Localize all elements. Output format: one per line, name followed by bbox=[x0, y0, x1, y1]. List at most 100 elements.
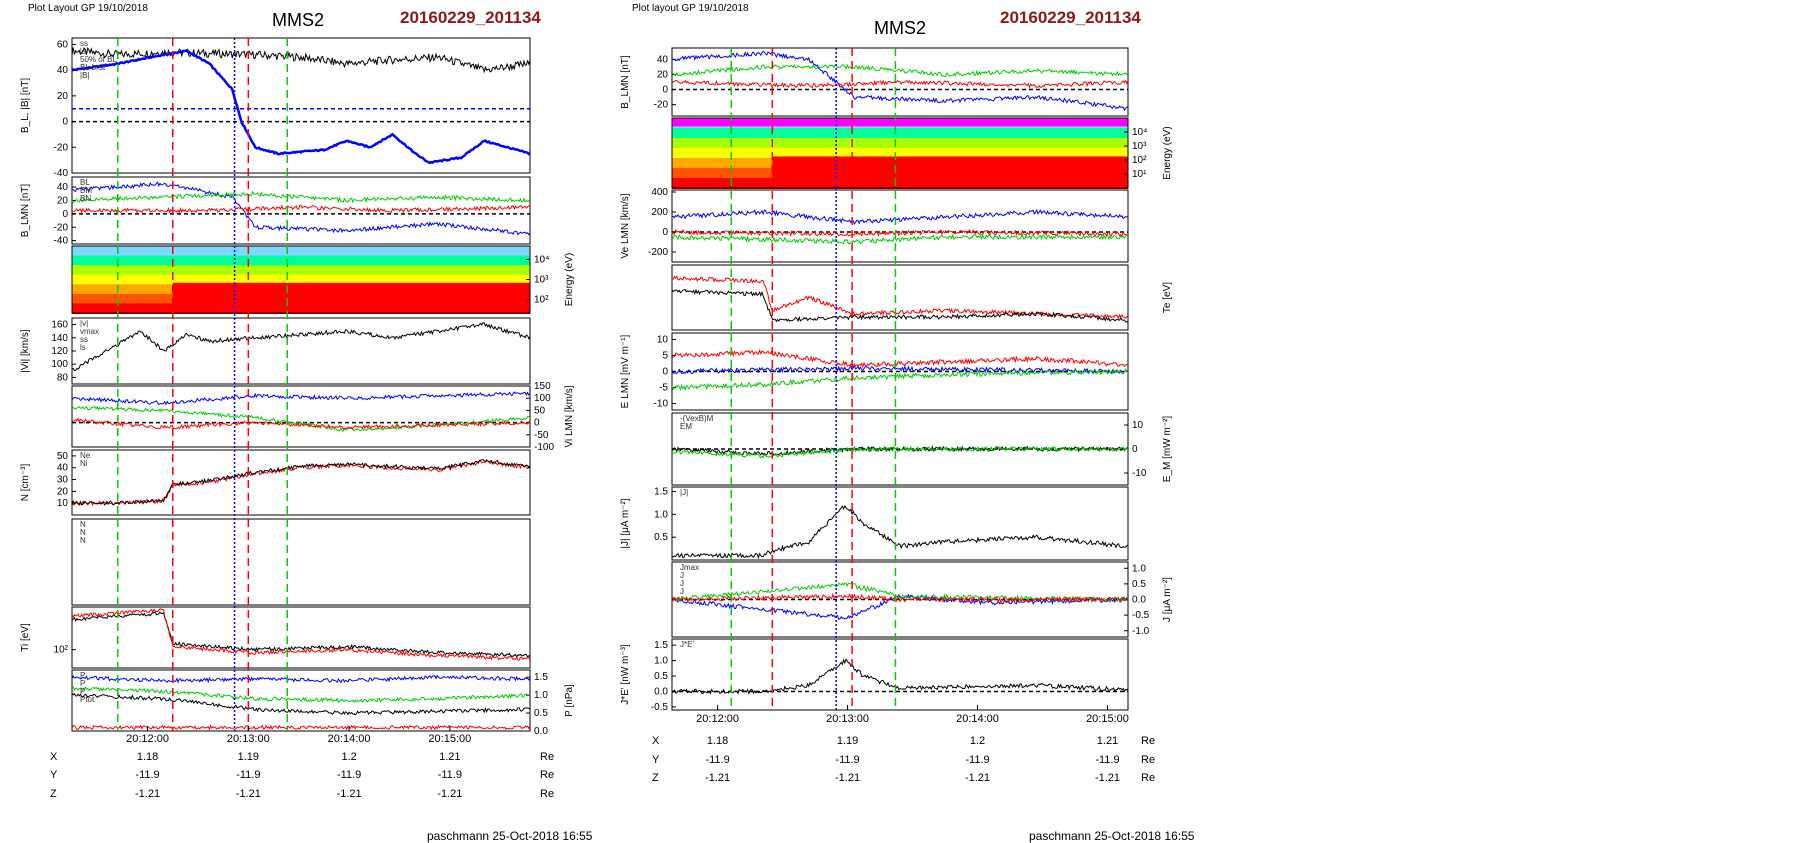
legend-entry: P bbox=[80, 679, 85, 688]
y-tick-label: 0.0 bbox=[534, 726, 548, 737]
legend-entry: BL bbox=[80, 178, 90, 187]
panel-traces bbox=[72, 674, 530, 731]
y-tick-label: -5 bbox=[659, 383, 668, 394]
y-tick-label: 0.5 bbox=[654, 671, 668, 682]
y-tick-label: 20 bbox=[57, 486, 69, 497]
y-tick-label: 10¹ bbox=[1132, 169, 1147, 180]
y-tick-label: 1.5 bbox=[654, 640, 668, 651]
legend-entry: |B| bbox=[80, 71, 90, 80]
y-tick-label: -20 bbox=[654, 100, 669, 111]
panel-traces bbox=[672, 504, 1128, 560]
panel-frame bbox=[71, 606, 531, 669]
panel-traces bbox=[672, 348, 1128, 392]
panel-traces bbox=[72, 181, 530, 236]
coord-value: -11.9 bbox=[236, 769, 260, 781]
y-tick-label: 10⁴ bbox=[534, 254, 549, 265]
legend-entry: -(VexB)M bbox=[680, 414, 714, 423]
panel-te: Te [eV] bbox=[671, 264, 1173, 331]
legend-entry: J bbox=[680, 587, 684, 596]
y-tick-label: 30 bbox=[57, 475, 69, 486]
panel-frame bbox=[671, 189, 1129, 263]
coord-value: 1.18 bbox=[707, 735, 728, 747]
coord-value: -11.9 bbox=[135, 769, 159, 781]
spectrogram-band bbox=[72, 274, 530, 286]
y-tick-label: 10² bbox=[1132, 155, 1147, 166]
spectrogram-band bbox=[72, 246, 530, 257]
series-bl-line bbox=[672, 50, 1128, 112]
spectrogram-band bbox=[72, 255, 530, 267]
panel-traces bbox=[672, 50, 1128, 112]
legend-entry: ss bbox=[80, 335, 88, 344]
y-tick-label: 0 bbox=[1132, 444, 1138, 455]
y-tick-label: 20 bbox=[657, 69, 669, 80]
spectrogram-hot-region bbox=[772, 156, 1128, 185]
panel-traces bbox=[672, 582, 1128, 621]
legend-entry: BL brst bbox=[80, 63, 106, 72]
spacecraft-title-left: MMS2 bbox=[272, 10, 325, 30]
y-tick-label: -40 bbox=[54, 236, 69, 247]
series-jl-line bbox=[672, 593, 1128, 621]
legend-entry: |v| bbox=[80, 319, 88, 328]
series-vn-line bbox=[72, 417, 530, 430]
series-bl-line bbox=[72, 181, 530, 236]
y-tick-label: 10³ bbox=[534, 275, 549, 286]
legend-entry: ls bbox=[80, 47, 86, 56]
coord-unit: Re bbox=[540, 788, 554, 800]
legend-entry: P bbox=[80, 671, 85, 680]
series-ptot-line bbox=[72, 674, 530, 684]
series-bm-line bbox=[672, 63, 1128, 77]
y-tick-label: -20 bbox=[54, 142, 69, 153]
coord-value: -1.21 bbox=[236, 788, 261, 800]
panel-frame bbox=[671, 47, 1129, 117]
y-tick-label: -20 bbox=[54, 222, 69, 233]
panel-e: E LMN [mV m⁻¹] 10 5 0 -5 -10 bbox=[620, 332, 1129, 411]
series-j-line bbox=[672, 504, 1128, 560]
time-tick-label: 20:14:00 bbox=[956, 713, 999, 725]
legend-entry: ss bbox=[80, 39, 88, 48]
coord-value: -11.9 bbox=[705, 754, 729, 766]
y-tick-label: 20 bbox=[57, 91, 69, 102]
y-tick-label: 50 bbox=[57, 451, 69, 462]
legend-entry: J bbox=[680, 579, 684, 588]
y-tick-label: -10 bbox=[654, 399, 669, 410]
series-el-line bbox=[672, 348, 1128, 369]
y-tick-label: -10 bbox=[1132, 468, 1147, 479]
y-tick-label: 1.5 bbox=[534, 672, 548, 683]
panel-frame bbox=[671, 486, 1129, 561]
y-tick-label: 10⁴ bbox=[1132, 127, 1147, 138]
y-tick-label: 1.0 bbox=[1132, 563, 1146, 574]
panel-ylabel: N [cm⁻³] bbox=[20, 464, 31, 502]
series-pe-line bbox=[72, 692, 530, 716]
coord-value: -1.21 bbox=[965, 772, 990, 784]
coord-value: 1.21 bbox=[439, 751, 460, 763]
panel-ylabel: E LMN [mV m⁻¹] bbox=[620, 334, 631, 408]
y-tick-label: 80 bbox=[57, 372, 69, 383]
panel-ylabel: B_L, |B| [nT] bbox=[20, 78, 31, 133]
series-vl-line bbox=[672, 208, 1128, 226]
panel-ylabel: |J| [μA m⁻²] bbox=[620, 498, 631, 548]
panel-frame bbox=[71, 518, 531, 606]
coord-value: 1.2 bbox=[970, 735, 985, 747]
y-tick-label: 0.5 bbox=[654, 532, 668, 543]
series-bn-line bbox=[72, 204, 530, 214]
y-tick-label: 10 bbox=[657, 334, 669, 345]
coord-unit: Re bbox=[1141, 754, 1155, 766]
y-tick-label: 40 bbox=[657, 54, 669, 65]
y-tick-label: 0 bbox=[62, 209, 68, 220]
coord-value: 1.18 bbox=[137, 751, 158, 763]
footer-credit-right: paschmann 25-Oct-2018 16:55 bbox=[1029, 829, 1195, 843]
y-tick-label: 1.5 bbox=[654, 487, 668, 498]
y-tick-label: 1.0 bbox=[654, 509, 668, 520]
series-vm-line bbox=[672, 233, 1128, 245]
time-tick-label: 20:12:00 bbox=[696, 713, 739, 725]
series-bn-line bbox=[672, 79, 1128, 89]
spectrogram-hot-region bbox=[172, 282, 530, 310]
coord-row-label: Y bbox=[652, 754, 660, 766]
series-ni-line bbox=[72, 458, 530, 506]
coord-unit: Re bbox=[540, 769, 554, 781]
